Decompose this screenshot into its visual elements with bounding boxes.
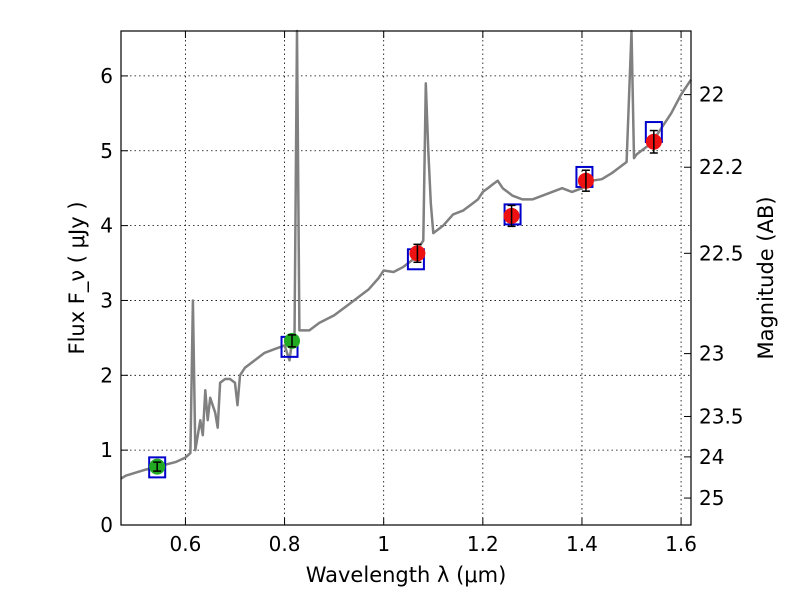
magnitude-tick-label: 23.5 [699,404,744,428]
right-axis-label-text: Magnitude (AB) [754,196,778,359]
x-tick-label: 0.6 [170,532,202,556]
magnitude-tick-label: 22 [699,83,724,107]
y-axis: 0 1 2 3 4 5 6 [100,64,128,537]
x-tick-label: 1.2 [467,532,499,556]
x-axis: 0.6 0.8 1 1.2 1.4 1.6 [170,31,697,556]
y-tick-label: 0 [100,513,113,537]
y-tick-label: 2 [100,363,113,387]
x-axis-label: Wavelength λ (μm) [306,563,507,587]
y-tick-label: 3 [100,288,113,312]
plot-area [120,29,693,480]
y-tick-label: 6 [100,64,113,88]
y-tick-label: 5 [100,139,113,163]
y-tick-label: 1 [100,438,113,462]
y-axis-label-text: Flux F_ν ( μJy ) [65,201,90,354]
right-axis-label: Magnitude (AB) [754,196,778,359]
y-tick-label: 4 [100,214,113,238]
magnitude-tick-label: 22.2 [699,155,744,179]
magnitude-tick-label: 22.5 [699,241,744,265]
x-tick-label: 1.4 [566,532,598,556]
x-tick-label: 1.6 [665,532,697,556]
plot-background [121,31,691,525]
magnitude-tick-label: 24 [699,445,724,469]
magnitude-axis: 22 22.2 22.5 23 23.5 24 25 [684,83,744,510]
y-axis-label: Flux F_ν ( μJy ) [65,201,90,354]
x-tick-label: 0.8 [269,532,301,556]
magnitude-tick-label: 23 [699,342,724,366]
magnitude-tick-label: 25 [699,486,724,510]
x-tick-label: 1 [377,532,390,556]
model-square [148,456,167,479]
plot-frame [120,30,692,526]
